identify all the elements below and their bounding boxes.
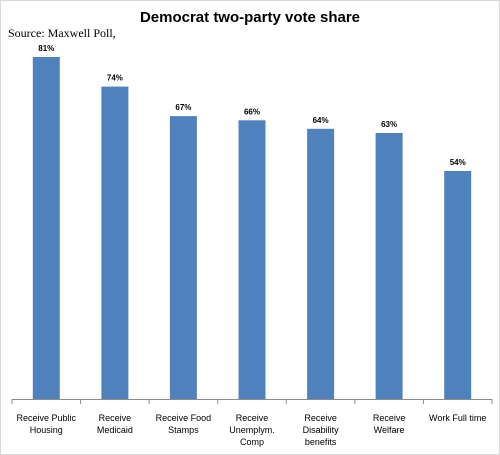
category-label-line: Receive Food [156, 413, 212, 423]
data-label-2: 67% [175, 103, 191, 112]
category-label-3: Receive Unemplym. Comp [229, 413, 275, 447]
bar-3 [238, 120, 266, 400]
category-label-line: Housing [30, 425, 63, 435]
category-label-1: Receive Medicaid [97, 413, 133, 435]
category-label-0: Receive Public Housing [17, 413, 77, 435]
category-label-line: benefits [305, 437, 337, 447]
bar-5 [375, 133, 403, 399]
category-label-4: Receive Disability benefits [303, 413, 340, 447]
category-label-line: Stamps [168, 425, 199, 435]
category-label-line: Receive [99, 413, 132, 423]
category-label-line: Unemplym. [229, 425, 275, 435]
bar-1 [101, 86, 129, 399]
category-label-2: Receive Food Stamps [156, 413, 212, 435]
category-label-line: Receive [373, 413, 406, 423]
category-label-line: Medicaid [97, 425, 133, 435]
category-label-line: Disability [303, 425, 340, 435]
bars-group [32, 57, 472, 400]
category-label-line: Welfare [374, 425, 405, 435]
bar-0 [32, 57, 60, 399]
data-label-1: 74% [107, 74, 123, 83]
chart-source: Source: Maxwell Poll, [8, 26, 116, 40]
data-label-4: 64% [313, 116, 329, 125]
data-label-3: 66% [244, 107, 260, 116]
category-label-6: Work Full time [429, 413, 486, 423]
category-label-line: Receive Public [17, 413, 77, 423]
category-label-line: Receive [236, 413, 269, 423]
data-label-5: 63% [381, 120, 397, 129]
chart-title: Democrat two-party vote share [140, 9, 360, 26]
category-label-line: Comp [240, 437, 264, 447]
bar-2 [169, 116, 197, 399]
data-label-0: 81% [38, 44, 54, 53]
category-label-line: Work Full time [429, 413, 486, 423]
category-label-line: Receive [304, 413, 337, 423]
data-label-6: 54% [450, 158, 466, 167]
category-label-5: Receive Welfare [373, 413, 406, 435]
bar-6 [444, 171, 472, 399]
data-labels-group: 81% 74% 67% 66% 64% 63% 54% [38, 44, 465, 167]
bar-4 [307, 128, 335, 400]
